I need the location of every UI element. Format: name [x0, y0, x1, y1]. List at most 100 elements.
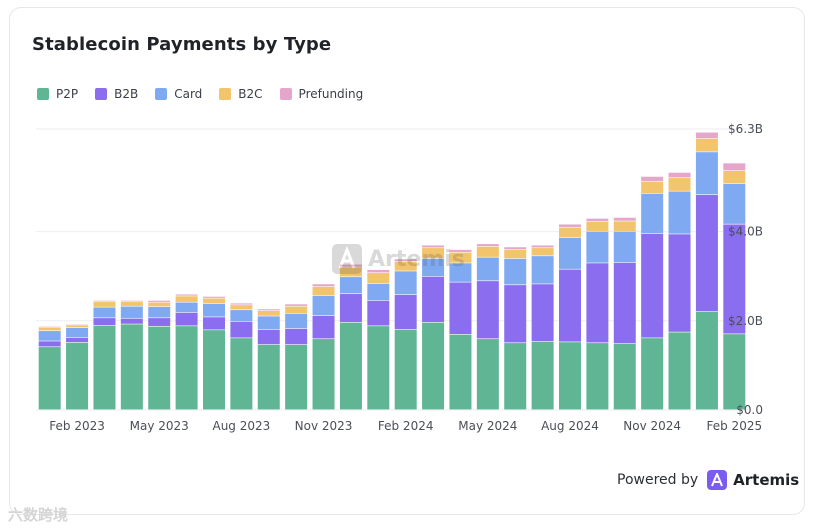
bar-segment-b2b[interactable]	[723, 224, 746, 334]
bar-segment-card[interactable]	[394, 271, 417, 295]
bar-segment-b2b[interactable]	[559, 269, 581, 342]
bar-segment-prefunding[interactable]	[93, 300, 116, 302]
bar-segment-prefunding[interactable]	[339, 264, 362, 267]
bar-segment-card[interactable]	[339, 277, 362, 294]
bar-segment-prefunding[interactable]	[230, 303, 253, 305]
bar-segment-prefunding[interactable]	[257, 309, 280, 311]
bar-segment-prefunding[interactable]	[668, 172, 691, 178]
bar-segment-card[interactable]	[723, 183, 746, 224]
bar-segment-p2p[interactable]	[120, 324, 143, 410]
bar-segment-p2p[interactable]	[339, 322, 362, 410]
bar-segment-p2p[interactable]	[449, 334, 472, 410]
bar-segment-b2b[interactable]	[230, 321, 253, 338]
bar-segment-b2c[interactable]	[723, 170, 746, 184]
bar-segment-card[interactable]	[285, 313, 308, 329]
bar-segment-b2c[interactable]	[476, 246, 499, 257]
bar-segment-b2b[interactable]	[203, 317, 225, 330]
bar-segment-b2c[interactable]	[367, 273, 390, 284]
bar-segment-p2p[interactable]	[257, 344, 280, 410]
bar-segment-card[interactable]	[120, 306, 143, 318]
bar-segment-b2b[interactable]	[668, 234, 691, 332]
bar-segment-p2p[interactable]	[586, 343, 609, 410]
legend-item-b2b[interactable]: B2B	[95, 87, 138, 101]
bar-segment-p2p[interactable]	[285, 344, 308, 410]
bar-segment-p2p[interactable]	[203, 330, 225, 410]
bar-segment-card[interactable]	[203, 303, 225, 317]
bar-segment-card[interactable]	[230, 310, 253, 322]
legend-item-card[interactable]: Card	[155, 87, 202, 101]
bar-segment-p2p[interactable]	[641, 338, 664, 410]
bar-segment-prefunding[interactable]	[203, 296, 225, 298]
bar-segment-prefunding[interactable]	[559, 224, 581, 227]
bar-segment-card[interactable]	[586, 231, 609, 263]
bar-segment-b2c[interactable]	[394, 261, 417, 271]
bar-segment-b2c[interactable]	[339, 267, 362, 277]
bar-segment-b2b[interactable]	[449, 282, 472, 335]
bar-segment-b2b[interactable]	[66, 337, 89, 343]
bar-segment-prefunding[interactable]	[695, 132, 718, 139]
bar-segment-b2c[interactable]	[120, 302, 143, 306]
bar-segment-card[interactable]	[668, 191, 691, 234]
bar-segment-card[interactable]	[38, 331, 61, 341]
bar-segment-prefunding[interactable]	[120, 300, 143, 302]
bar-segment-b2b[interactable]	[531, 284, 554, 342]
bar-segment-card[interactable]	[257, 316, 280, 330]
bar-segment-p2p[interactable]	[422, 322, 445, 410]
bar-segment-prefunding[interactable]	[476, 244, 499, 247]
powered-by[interactable]: Powered by Artemis	[617, 470, 799, 490]
bar-segment-b2c[interactable]	[285, 306, 308, 314]
bar-segment-b2c[interactable]	[148, 302, 171, 307]
bar-segment-p2p[interactable]	[367, 326, 390, 410]
bar-segment-prefunding[interactable]	[285, 304, 308, 306]
bar-segment-b2b[interactable]	[148, 318, 171, 326]
bar-segment-b2b[interactable]	[367, 300, 390, 326]
bar-segment-prefunding[interactable]	[148, 300, 171, 302]
bar-segment-card[interactable]	[613, 231, 636, 263]
bar-segment-p2p[interactable]	[531, 341, 554, 410]
bar-segment-b2c[interactable]	[93, 302, 116, 307]
bar-segment-b2c[interactable]	[586, 221, 609, 231]
legend-item-b2c[interactable]: B2C	[219, 87, 263, 101]
bar-segment-b2b[interactable]	[641, 233, 664, 338]
bar-segment-p2p[interactable]	[312, 339, 335, 410]
bar-segment-card[interactable]	[695, 152, 718, 195]
bar-segment-p2p[interactable]	[723, 334, 746, 410]
bar-segment-b2b[interactable]	[93, 318, 116, 326]
bar-segment-b2b[interactable]	[613, 262, 636, 344]
bar-segment-p2p[interactable]	[148, 326, 171, 410]
bar-segment-b2c[interactable]	[230, 305, 253, 310]
bar-segment-prefunding[interactable]	[175, 294, 198, 296]
bar-segment-b2b[interactable]	[175, 312, 198, 326]
bar-segment-p2p[interactable]	[394, 329, 417, 410]
bar-segment-p2p[interactable]	[559, 342, 581, 410]
bar-segment-card[interactable]	[449, 263, 472, 282]
bar-segment-b2b[interactable]	[38, 341, 61, 347]
bar-segment-card[interactable]	[367, 283, 390, 301]
bar-segment-card[interactable]	[504, 258, 527, 285]
bar-segment-p2p[interactable]	[695, 311, 718, 410]
bar-segment-b2c[interactable]	[559, 227, 581, 238]
bar-segment-card[interactable]	[476, 257, 499, 281]
bar-segment-b2c[interactable]	[504, 249, 527, 259]
bar-segment-prefunding[interactable]	[449, 249, 472, 252]
bar-segment-card[interactable]	[641, 193, 664, 234]
bar-segment-p2p[interactable]	[38, 347, 61, 410]
legend-item-p2p[interactable]: P2P	[37, 87, 78, 101]
bar-segment-prefunding[interactable]	[367, 269, 390, 273]
bar-segment-b2c[interactable]	[175, 296, 198, 302]
bar-segment-b2b[interactable]	[422, 276, 445, 322]
bar-segment-card[interactable]	[312, 295, 335, 316]
bar-segment-b2c[interactable]	[668, 178, 691, 191]
bar-segment-card[interactable]	[66, 327, 89, 338]
bar-segment-b2c[interactable]	[312, 286, 335, 296]
bar-segment-prefunding[interactable]	[504, 247, 527, 250]
bar-segment-card[interactable]	[422, 258, 445, 277]
bar-segment-prefunding[interactable]	[312, 284, 335, 287]
bar-segment-b2c[interactable]	[203, 298, 225, 304]
bar-segment-prefunding[interactable]	[531, 245, 554, 248]
bar-segment-prefunding[interactable]	[613, 217, 636, 221]
bar-segment-p2p[interactable]	[613, 343, 636, 410]
bar-segment-prefunding[interactable]	[586, 218, 609, 222]
bar-segment-p2p[interactable]	[93, 325, 116, 410]
bar-segment-b2b[interactable]	[695, 195, 718, 312]
